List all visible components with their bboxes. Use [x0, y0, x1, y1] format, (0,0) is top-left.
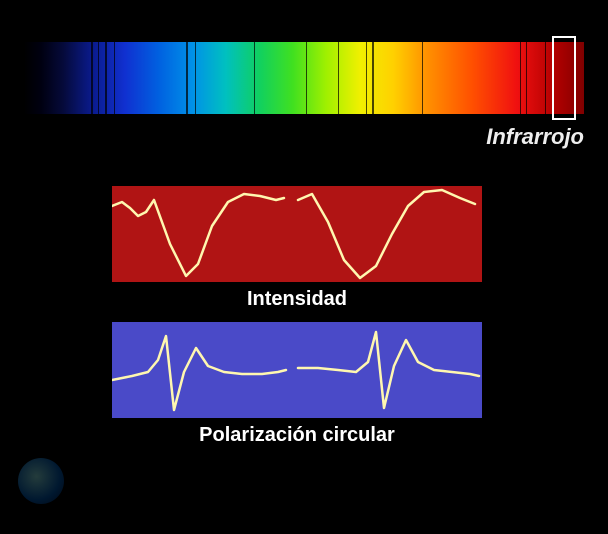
- absorption-line: [105, 42, 107, 114]
- absorption-line: [306, 42, 308, 114]
- absorption-line: [98, 42, 100, 114]
- intensity-panel: [112, 186, 482, 282]
- spectrum-gradient: [24, 42, 584, 114]
- infrared-label: Infrarrojo: [486, 124, 584, 150]
- polarization-curve: [112, 322, 482, 418]
- intensity-label: Intensidad: [112, 288, 482, 311]
- absorption-line: [520, 42, 522, 114]
- intensity-curve: [112, 186, 482, 282]
- absorption-line: [526, 42, 528, 114]
- polarization-label: Polarización circular: [112, 424, 482, 447]
- absorption-line: [422, 42, 424, 114]
- absorption-line: [545, 42, 547, 114]
- absorption-line: [186, 42, 188, 114]
- curve-segment: [112, 194, 284, 276]
- curve-segment: [112, 336, 286, 410]
- absorption-line: [338, 42, 340, 114]
- visible-spectrum: [24, 42, 584, 114]
- curve-segment: [298, 190, 475, 278]
- polarization-panel: [112, 322, 482, 418]
- curve-segment: [298, 332, 479, 408]
- absorption-line: [195, 42, 197, 114]
- absorption-line: [366, 42, 368, 114]
- absorption-line: [254, 42, 256, 114]
- absorption-line: [372, 42, 374, 114]
- infrared-marker-box: [552, 36, 577, 120]
- absorption-line: [91, 42, 93, 114]
- logo-badge: [18, 458, 64, 504]
- absorption-line: [114, 42, 116, 114]
